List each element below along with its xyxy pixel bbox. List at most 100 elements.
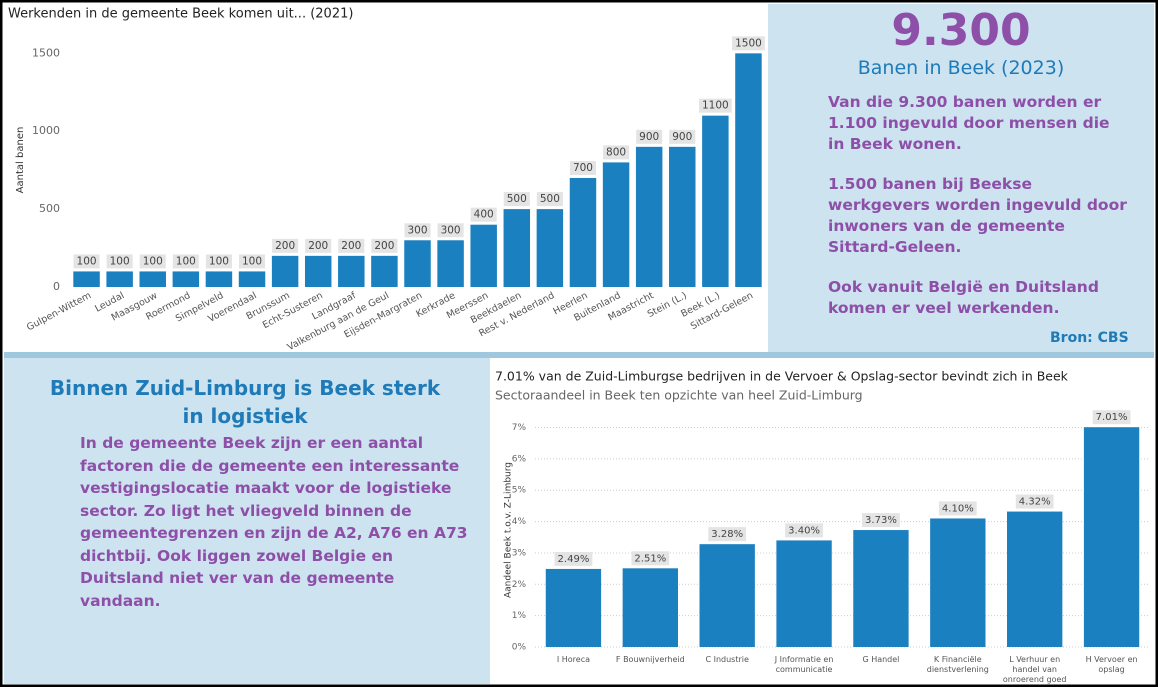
x-tick-label: C Industrie (705, 655, 749, 664)
value-label: 7.01% (1096, 412, 1128, 423)
value-label: 200 (275, 240, 295, 252)
headline-subtitle: Banen in Beek (2023) (857, 57, 1065, 79)
value-label-bg (338, 238, 365, 253)
bar (73, 271, 100, 287)
value-label: 800 (606, 146, 626, 158)
value-label-bg (938, 501, 977, 516)
y-tick-label: 3% (512, 548, 527, 558)
value-label-bg (205, 254, 232, 269)
value-label: 3.73% (865, 515, 897, 526)
value-label-bg (708, 527, 747, 542)
value-label: 900 (672, 131, 692, 143)
bar (404, 240, 431, 287)
bar (569, 177, 597, 287)
value-label-bg (1092, 410, 1131, 425)
value-label: 200 (341, 240, 361, 252)
logistics-panel (4, 358, 490, 684)
value-label-bg (862, 513, 900, 528)
source: Bron: CBS (1050, 330, 1129, 346)
y-tick-label: 0% (512, 643, 527, 653)
paragraph: Van die 9.300 banen worden er 1.100 inge… (828, 93, 1110, 153)
value-label-bg (437, 223, 464, 238)
y-axis-label: Aantal banen (15, 127, 26, 194)
bar (1083, 427, 1140, 647)
value-label-bg (139, 254, 166, 269)
value-label-bg (503, 192, 530, 207)
y-tick-label: 0 (53, 280, 60, 293)
separator (4, 352, 1154, 358)
headline: 9.300 Banen in Beek (2023) (768, 6, 1154, 80)
value-label-bg (569, 160, 596, 175)
value-label-bg (404, 223, 431, 238)
value-label: 300 (441, 224, 461, 236)
bar (271, 255, 299, 287)
value-label-bg (631, 551, 670, 566)
value-label: 4.10% (942, 503, 974, 514)
value-label-bg (305, 238, 332, 253)
x-tick-label: H Vervoer en opslag (1085, 655, 1138, 674)
y-tick-label: 4% (512, 517, 527, 527)
paragraph: Ook vanuit België en Duitsland komen er … (828, 278, 1099, 317)
y-tick-label: 1500 (32, 46, 60, 59)
x-tick-label: J Informatie en communicatie (774, 655, 834, 674)
value-label: 900 (639, 131, 659, 143)
bar (470, 224, 497, 287)
value-label: 100 (242, 255, 262, 267)
bar (699, 544, 755, 647)
bar (172, 271, 200, 287)
value-label: 700 (573, 162, 593, 174)
bar (139, 271, 166, 287)
x-tick-label: F Bouwnijverheid (615, 655, 685, 664)
bar (776, 540, 832, 647)
y-tick-label: 1000 (32, 124, 60, 137)
value-label: 300 (407, 224, 427, 236)
value-label-bg (636, 129, 663, 144)
bar (602, 162, 630, 287)
bar (205, 271, 233, 287)
bar (106, 271, 133, 287)
value-label-bg (785, 523, 823, 538)
bar (702, 115, 729, 288)
value-label: 200 (308, 240, 328, 252)
value-label: 500 (540, 193, 560, 205)
value-label: 400 (474, 209, 494, 221)
value-label: 200 (374, 240, 394, 252)
chart-title: Werkenden in de gemeente Beek komen uit.… (8, 7, 353, 22)
x-tick-label: L Verhuur en handel van onroerend goed (1002, 655, 1067, 684)
bar (853, 530, 909, 647)
y-tick-label: 2% (512, 580, 527, 590)
bar (503, 209, 531, 287)
y-tick-label: 5% (512, 486, 527, 496)
value-label: 500 (507, 193, 527, 205)
bar (669, 146, 696, 287)
paragraph: 1.500 banen bij Beekse werkgevers worden… (828, 175, 1127, 256)
headline-number: 9.300 (891, 5, 1031, 56)
value-label-bg (272, 238, 299, 253)
value-label-bg (669, 129, 696, 144)
value-label-bg (371, 238, 398, 253)
value-label-bg (172, 254, 199, 269)
value-label-bg (73, 254, 100, 269)
value-label-bg (239, 254, 266, 269)
y-tick-label: 1% (512, 611, 527, 621)
bar (735, 53, 762, 288)
chart-subtitle: Sectoraandeel in Beek ten opzichte van h… (495, 388, 863, 403)
x-tick-label: I Horeca (556, 655, 591, 664)
value-label: 2.49% (558, 554, 590, 565)
x-tick-label: K Financiële dienstverlening (926, 655, 989, 674)
bar (635, 146, 663, 287)
value-label-bg (536, 192, 563, 207)
value-label: 100 (143, 255, 163, 267)
info-panel (768, 4, 1154, 352)
y-tick-label: 6% (512, 454, 527, 464)
logistics-text: In de gemeente Beek zijn er een aantal f… (80, 434, 468, 610)
value-label-bg (554, 551, 593, 566)
value-label: 3.28% (711, 529, 743, 540)
bar (338, 255, 365, 287)
bar (536, 209, 564, 287)
value-label-bg (106, 254, 133, 269)
y-tick-label: 500 (39, 202, 60, 215)
bar (437, 240, 464, 287)
